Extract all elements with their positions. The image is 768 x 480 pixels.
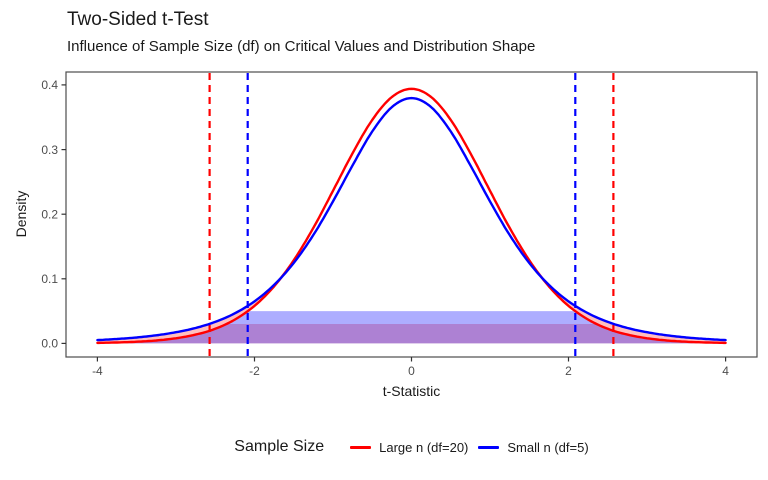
y-tick-label: 0.4 bbox=[41, 78, 58, 92]
legend-label: Large n (df=20) bbox=[379, 439, 469, 455]
x-tick-label: 2 bbox=[565, 364, 572, 378]
red-band bbox=[97, 324, 726, 344]
curve-large-n bbox=[96, 87, 727, 345]
chart-subtitle: Influence of Sample Size (df) on Critica… bbox=[67, 38, 536, 55]
x-tick-label: -4 bbox=[92, 364, 103, 378]
x-tick-label: -2 bbox=[249, 364, 260, 378]
axis-ticks: -4 -2 0 2 4 0.0 0.1 0.2 0.3 0.4 bbox=[41, 78, 729, 378]
legend-label: Small n (df=5) bbox=[507, 439, 589, 455]
x-tick-label: 4 bbox=[722, 364, 729, 378]
y-tick-label: 0.2 bbox=[41, 207, 58, 221]
legend-entry: Small n (df=5) bbox=[478, 439, 589, 455]
curve-small-n bbox=[96, 96, 727, 342]
y-tick-label: 0.0 bbox=[41, 337, 58, 351]
blue-band bbox=[97, 311, 726, 344]
y-tick-label: 0.1 bbox=[41, 272, 58, 286]
y-axis-title: Density bbox=[13, 190, 29, 238]
legend-key-line bbox=[478, 445, 500, 449]
density-curves bbox=[96, 87, 727, 345]
x-axis-title: t-Statistic bbox=[382, 383, 441, 399]
legend: Sample Size Large n (df=20) Small n (df=5… bbox=[66, 438, 757, 456]
x-tick-label: 0 bbox=[408, 364, 415, 378]
chart-title: Two-Sided t-Test bbox=[67, 9, 209, 30]
y-tick-label: 0.3 bbox=[41, 143, 58, 157]
legend-title: Sample Size bbox=[234, 438, 325, 455]
legend-entry: Large n (df=20) bbox=[350, 440, 468, 455]
legend-key-line bbox=[350, 445, 372, 449]
shaded-regions bbox=[97, 280, 726, 344]
